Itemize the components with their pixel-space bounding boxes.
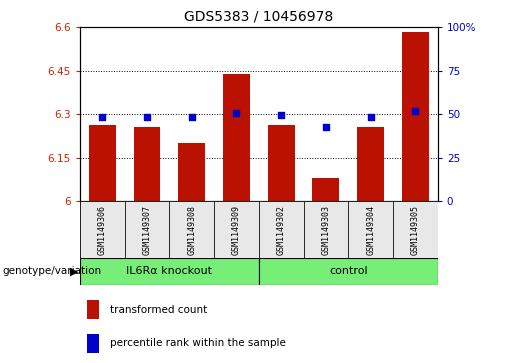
Bar — [348, 201, 393, 258]
Text: GSM1149309: GSM1149309 — [232, 205, 241, 254]
Bar — [214, 201, 259, 258]
Text: percentile rank within the sample: percentile rank within the sample — [110, 338, 286, 348]
Bar — [303, 201, 348, 258]
Text: GSM1149308: GSM1149308 — [187, 205, 196, 254]
Bar — [87, 300, 99, 319]
Bar — [169, 201, 214, 258]
Point — [187, 114, 196, 120]
Text: transformed count: transformed count — [110, 305, 207, 315]
Text: GSM1149304: GSM1149304 — [366, 205, 375, 254]
Point — [277, 112, 285, 118]
Bar — [402, 32, 429, 201]
Text: GSM1149307: GSM1149307 — [143, 205, 151, 254]
Point — [98, 114, 106, 120]
Text: control: control — [329, 266, 368, 276]
Point — [367, 114, 375, 120]
Text: GSM1149305: GSM1149305 — [411, 205, 420, 254]
Bar — [80, 258, 259, 285]
Point — [232, 111, 241, 117]
Bar — [178, 143, 205, 201]
Text: IL6Rα knockout: IL6Rα knockout — [126, 266, 212, 276]
Point — [322, 124, 330, 130]
Bar — [259, 201, 303, 258]
Bar — [259, 258, 438, 285]
Bar — [125, 201, 169, 258]
Bar — [268, 125, 295, 201]
Text: genotype/variation: genotype/variation — [3, 266, 101, 276]
Bar — [133, 127, 160, 201]
Text: GSM1149302: GSM1149302 — [277, 205, 286, 254]
Bar — [357, 127, 384, 201]
Text: ▶: ▶ — [70, 266, 78, 276]
Point — [411, 108, 420, 114]
Bar — [87, 334, 99, 353]
Point — [143, 114, 151, 120]
Bar — [89, 125, 115, 201]
Text: GSM1149303: GSM1149303 — [321, 205, 331, 254]
Text: GSM1149306: GSM1149306 — [98, 205, 107, 254]
Title: GDS5383 / 10456978: GDS5383 / 10456978 — [184, 9, 333, 23]
Bar — [393, 201, 438, 258]
Bar — [80, 201, 125, 258]
Bar — [313, 178, 339, 201]
Bar — [223, 74, 250, 201]
